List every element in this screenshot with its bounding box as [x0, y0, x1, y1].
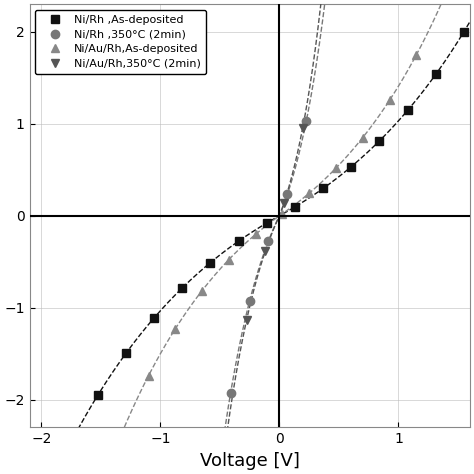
Ni/Au/Rh,As-deposited	[146, 373, 151, 379]
Ni/Au/Rh,As-deposited	[387, 98, 392, 103]
Legend: Ni/Rh ,As-deposited, Ni/Rh ,350°C (2min), Ni/Au/Rh,As-deposited, Ni/Au/Rh,350°C : Ni/Rh ,As-deposited, Ni/Rh ,350°C (2min)…	[35, 10, 206, 74]
Ni/Au/Rh,As-deposited	[413, 52, 419, 58]
Ni/Rh ,350°C (2min)	[247, 298, 253, 304]
Ni/Rh ,As-deposited	[123, 350, 129, 356]
Ni/Rh ,As-deposited	[179, 285, 185, 291]
Ni/Rh ,As-deposited	[151, 315, 157, 321]
Ni/Rh ,As-deposited	[433, 72, 438, 77]
Ni/Au/Rh,As-deposited	[226, 257, 232, 263]
Ni/Au/Rh,350°C (2min)	[244, 317, 249, 322]
Ni/Au/Rh,350°C (2min)	[300, 125, 306, 131]
Ni/Rh ,As-deposited	[376, 138, 382, 144]
Ni/Rh ,350°C (2min)	[284, 191, 290, 197]
Ni/Rh ,350°C (2min)	[228, 390, 234, 395]
Ni/Rh ,350°C (2min)	[265, 238, 271, 244]
Ni/Rh ,As-deposited	[208, 260, 213, 265]
Ni/Rh ,As-deposited	[405, 108, 410, 113]
Ni/Au/Rh,As-deposited	[199, 288, 205, 293]
Line: Ni/Au/Rh,350°C (2min): Ni/Au/Rh,350°C (2min)	[243, 124, 307, 324]
Line: Ni/Rh ,As-deposited: Ni/Rh ,As-deposited	[93, 27, 468, 400]
Line: Ni/Au/Rh,As-deposited: Ni/Au/Rh,As-deposited	[145, 51, 420, 380]
Ni/Rh ,As-deposited	[264, 220, 270, 226]
Ni/Au/Rh,As-deposited	[173, 326, 178, 332]
Line: Ni/Rh ,350°C (2min): Ni/Rh ,350°C (2min)	[227, 117, 310, 397]
Ni/Rh ,350°C (2min)	[303, 118, 309, 124]
Ni/Rh ,As-deposited	[95, 392, 100, 398]
Ni/Au/Rh,As-deposited	[253, 231, 258, 237]
Ni/Au/Rh,350°C (2min)	[263, 248, 268, 254]
Ni/Au/Rh,As-deposited	[360, 135, 365, 140]
X-axis label: Voltage [V]: Voltage [V]	[200, 452, 300, 470]
Ni/Rh ,As-deposited	[292, 204, 298, 210]
Ni/Rh ,As-deposited	[461, 29, 467, 35]
Ni/Au/Rh,As-deposited	[333, 165, 339, 171]
Ni/Au/Rh,350°C (2min)	[281, 200, 287, 206]
Ni/Rh ,As-deposited	[348, 164, 354, 170]
Ni/Rh ,As-deposited	[320, 186, 326, 191]
Ni/Au/Rh,As-deposited	[280, 211, 285, 217]
Ni/Au/Rh,As-deposited	[306, 191, 312, 196]
Ni/Rh ,As-deposited	[236, 238, 241, 244]
